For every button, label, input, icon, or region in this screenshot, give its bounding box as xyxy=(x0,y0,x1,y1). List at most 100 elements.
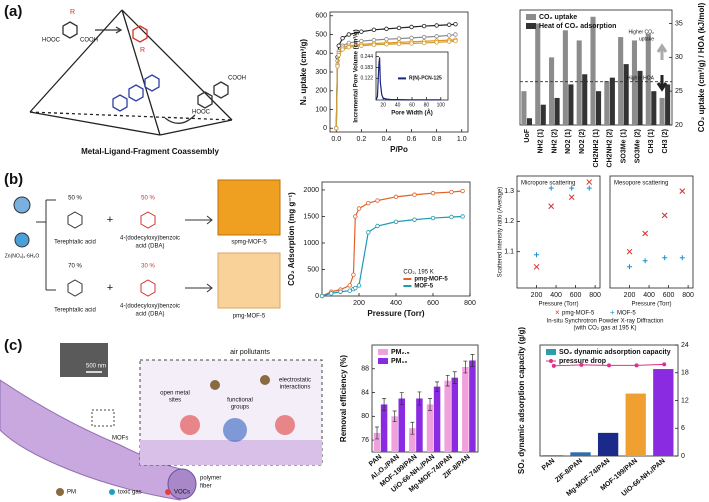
legend-label: toxic gas xyxy=(118,490,142,496)
y-tick-label: 25 xyxy=(675,88,683,95)
panel-label: (c) xyxy=(4,337,22,354)
acid-label: Terephtalic acid xyxy=(54,240,96,246)
bar xyxy=(597,432,619,456)
acid-label: Terephtalic acid xyxy=(54,308,96,314)
x-axis-label: Pressure (Torr) xyxy=(367,309,425,318)
y-tick-label: 18 xyxy=(681,370,689,377)
percent: 50 % xyxy=(141,196,155,202)
data-point xyxy=(662,255,668,261)
y-axis-label: Scattered intensity ratio (Average) xyxy=(498,187,504,278)
y-axis-label: CO₂ uptake (cm³/g) / HOA (kJ/mol) xyxy=(697,2,706,132)
y-tick-label: 500 xyxy=(315,31,327,38)
mechanism-label: sites xyxy=(169,398,181,404)
data-point xyxy=(449,189,454,195)
data-point xyxy=(460,188,465,194)
y-tick-label: 0 xyxy=(315,293,319,300)
data-point xyxy=(679,188,686,194)
x-tick-label: 0.2 xyxy=(356,136,366,143)
x-tick-label: 800 xyxy=(682,292,694,299)
product-label: pmg-MOF-5 xyxy=(233,314,266,320)
data-point xyxy=(340,36,345,41)
data-point xyxy=(409,41,414,46)
y-tick-label: 1.1 xyxy=(504,249,514,256)
y-tick-label: 88 xyxy=(361,366,369,373)
annotation: Higher CO₂ xyxy=(628,29,654,35)
bar xyxy=(596,91,602,125)
bar xyxy=(391,416,398,452)
y-tick-label: 12 xyxy=(681,397,689,404)
bar xyxy=(409,428,416,452)
data-point xyxy=(353,214,358,219)
bar xyxy=(570,452,591,456)
error-bar xyxy=(452,371,457,384)
x-tick-label: SO3Me (1) xyxy=(620,129,627,163)
y-tick-label: 20 xyxy=(675,122,683,129)
scale-bar: 500 nm xyxy=(86,364,106,370)
bar xyxy=(535,23,541,125)
data-point xyxy=(586,185,592,191)
bar xyxy=(462,366,469,452)
x-tick-label: PAN xyxy=(541,458,556,473)
caption: In-situ Synchrotron Powder X-ray Diffrac… xyxy=(547,319,664,325)
x-tick-label: 400 xyxy=(390,300,402,307)
legend-label: pmg-MOF-5 xyxy=(414,277,448,283)
y-tick-label: 0.244 xyxy=(360,54,373,60)
data-point xyxy=(329,291,334,296)
y-tick-label: 6 xyxy=(681,425,685,432)
data-point xyxy=(446,33,452,38)
plot-frame xyxy=(321,181,471,297)
mechanism-label: open metal xyxy=(160,391,190,397)
data-point xyxy=(409,24,414,30)
legend-swatch xyxy=(526,23,536,29)
pollutant-label: air pollutants xyxy=(230,349,270,356)
bar xyxy=(665,84,671,125)
bar xyxy=(521,91,527,125)
data-point xyxy=(434,40,439,45)
legend-label: MOF-5 xyxy=(617,311,636,317)
legend-label: R(N)-PCN-125 xyxy=(409,76,442,82)
data-point xyxy=(346,32,352,37)
y-axis-label: CO₂ Adsorption (mg g⁻¹) xyxy=(287,192,296,286)
fiber-illustration xyxy=(0,343,323,501)
y-tick-label: 30 xyxy=(675,54,683,61)
bar xyxy=(623,64,629,125)
error-bar xyxy=(382,398,387,411)
bar xyxy=(416,398,423,452)
x-tick-label: 800 xyxy=(464,300,476,307)
data-point xyxy=(371,42,377,48)
data-point xyxy=(533,263,540,270)
bar xyxy=(444,380,451,452)
data-point xyxy=(347,288,352,293)
y-tick-label: 300 xyxy=(315,69,327,76)
y-axis-label: Incremental Pore Volume (cm³/g) xyxy=(353,29,360,122)
synthesis-scheme xyxy=(13,179,281,309)
data-point xyxy=(393,219,399,224)
mechanism-label: electrostatic xyxy=(279,378,311,384)
data-point xyxy=(642,230,649,237)
data-point xyxy=(434,34,439,39)
x-tick-label: 400 xyxy=(550,292,562,299)
error-bar xyxy=(417,391,422,406)
bar xyxy=(549,57,555,126)
bar xyxy=(637,70,643,125)
x-tick-label: 600 xyxy=(427,300,439,307)
data-point xyxy=(338,289,343,294)
data-point xyxy=(319,293,325,299)
r-group: R xyxy=(70,9,75,16)
data-point xyxy=(548,185,554,191)
bar xyxy=(398,398,406,452)
x-tick-label: CH3 (2) xyxy=(662,129,669,154)
bar xyxy=(604,81,610,125)
legend-label: PM xyxy=(67,490,76,496)
fiber-label: fiber xyxy=(200,484,212,490)
inset-background xyxy=(376,52,448,100)
data-point xyxy=(347,283,352,288)
legend-label: Heat of CO₂ adsorption xyxy=(539,23,616,30)
metal-salt: Zn(NO₃)₂·6H₂O xyxy=(5,253,40,259)
x-axis-label: Pore Width (Å) xyxy=(391,110,433,117)
legend-swatch xyxy=(378,358,388,364)
data-point xyxy=(626,248,633,255)
data-point xyxy=(336,52,341,58)
x-tick-label: 600 xyxy=(663,292,675,299)
hooc: HOOC xyxy=(42,38,61,44)
